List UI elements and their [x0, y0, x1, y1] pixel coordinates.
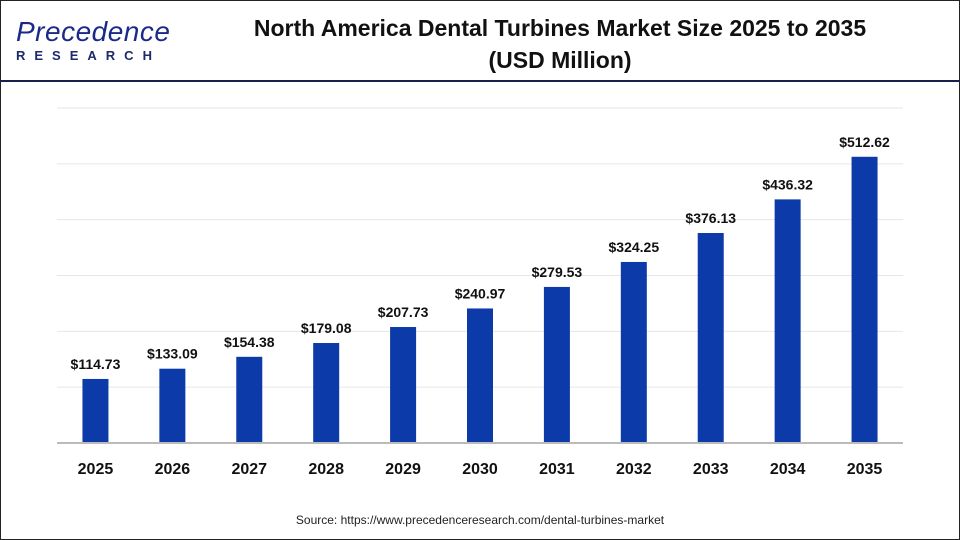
bar-2035: [851, 156, 878, 443]
data-label: $324.25: [609, 239, 660, 255]
x-tick-label: 2029: [385, 461, 421, 478]
bar-2032: [620, 261, 647, 443]
x-tick-label: 2027: [231, 461, 267, 478]
x-tick-label: 2025: [78, 461, 114, 478]
data-label: $240.97: [455, 285, 506, 301]
data-label: $154.38: [224, 334, 275, 350]
bar-2027: [236, 356, 263, 443]
data-label: $436.32: [762, 176, 813, 192]
data-label: $133.09: [147, 346, 198, 362]
title-line1: North America Dental Turbines Market Siz…: [253, 15, 867, 41]
x-tick-label: 2030: [462, 461, 498, 478]
data-label: $114.73: [71, 356, 121, 372]
header-divider: [0, 80, 960, 82]
bar-2028: [313, 343, 340, 443]
precedence-research-logo: Precedence RESEARCH: [16, 16, 171, 64]
bar-2026: [159, 368, 186, 443]
data-label: $279.53: [532, 264, 583, 280]
x-tick-label: 2026: [155, 461, 191, 478]
source-text: Source: https://www.precedenceresearch.c…: [295, 513, 665, 527]
bar-2029: [390, 327, 417, 443]
bar-2031: [543, 286, 570, 443]
x-tick-label: 2035: [847, 461, 883, 478]
x-tick-label: 2033: [693, 461, 729, 478]
bar-2034: [774, 199, 801, 443]
logo-bottom: RESEARCH: [16, 48, 161, 63]
bar-2033: [697, 232, 724, 443]
bar-2030: [467, 308, 493, 443]
chart-title: North America Dental Turbines Market Siz…: [210, 12, 910, 76]
x-tick-label: 2034: [770, 461, 806, 478]
x-tick-label: 2032: [616, 461, 652, 478]
data-label: $207.73: [378, 304, 429, 320]
data-label: $376.13: [685, 210, 736, 226]
title-line2: (USD Million): [488, 47, 632, 73]
data-label: $512.62: [839, 134, 890, 150]
bar-2025: [82, 378, 109, 443]
data-label: $179.08: [301, 320, 352, 336]
x-tick-label: 2031: [539, 461, 575, 478]
x-tick-label: 2028: [308, 461, 344, 478]
logo-top: Precedence: [16, 16, 171, 47]
